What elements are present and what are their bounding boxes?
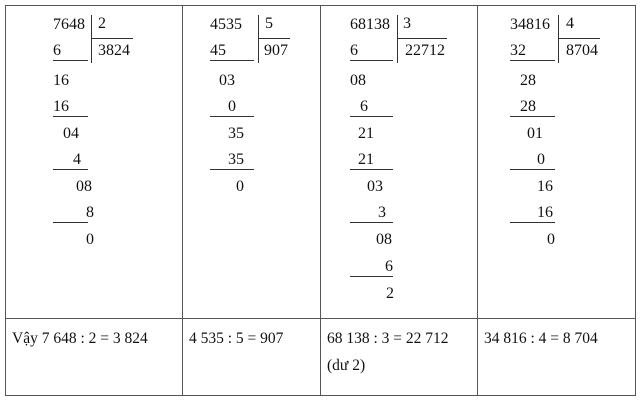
division-bar-vertical bbox=[91, 15, 92, 63]
subtraction-line bbox=[510, 169, 555, 170]
division-result: Vậy 7 648 : 2 = 3 824 bbox=[12, 330, 148, 347]
division-step: 16 bbox=[53, 98, 69, 115]
division-result: 68 138 : 3 = 22 712 bbox=[327, 330, 449, 347]
subtraction-line bbox=[350, 60, 393, 61]
subtraction-line bbox=[210, 169, 254, 170]
division-step: 6 bbox=[385, 258, 393, 275]
subtraction-line bbox=[510, 60, 555, 61]
subtraction-line bbox=[53, 222, 88, 223]
divisor: 3 bbox=[403, 15, 411, 32]
column-divider bbox=[477, 5, 478, 396]
division-bar-horizontal bbox=[397, 38, 447, 39]
subtraction-line bbox=[53, 169, 88, 170]
table-border-left bbox=[5, 5, 6, 396]
division-step: 0 bbox=[537, 151, 545, 168]
division-step: 21 bbox=[358, 125, 374, 142]
table-border-right bbox=[635, 5, 636, 396]
division-step: 16 bbox=[537, 178, 553, 195]
subtraction-line bbox=[510, 116, 555, 117]
division-step: 21 bbox=[358, 151, 374, 168]
division-result: 34 816 : 4 = 8 704 bbox=[484, 330, 598, 347]
divisor: 5 bbox=[265, 15, 273, 32]
division-step: 03 bbox=[219, 72, 235, 89]
subtraction-line bbox=[53, 116, 88, 117]
division-step: 6 bbox=[53, 42, 61, 59]
division-step: 0 bbox=[547, 231, 555, 248]
subtraction-line bbox=[53, 60, 88, 61]
dividend: 7648 bbox=[53, 16, 85, 33]
division-step: 08 bbox=[350, 72, 366, 89]
division-step: 32 bbox=[510, 42, 526, 59]
division-step: 8 bbox=[86, 204, 94, 221]
division-step: 01 bbox=[527, 125, 543, 142]
dividend: 68138 bbox=[350, 16, 390, 33]
division-step: 2 bbox=[386, 285, 394, 302]
subtraction-line bbox=[350, 276, 393, 277]
subtraction-line bbox=[350, 116, 393, 117]
division-step: 0 bbox=[228, 98, 236, 115]
quotient: 3824 bbox=[98, 42, 130, 59]
subtraction-line bbox=[350, 222, 393, 223]
division-step: 45 bbox=[210, 42, 226, 59]
divisor: 2 bbox=[98, 15, 106, 32]
division-step: 28 bbox=[520, 72, 536, 89]
division-step: 0 bbox=[236, 178, 244, 195]
division-bar-horizontal bbox=[558, 38, 600, 39]
division-step: 16 bbox=[537, 204, 553, 221]
division-step: 35 bbox=[228, 125, 244, 142]
column-divider bbox=[182, 5, 183, 396]
division-bar-vertical bbox=[397, 15, 398, 63]
division-bar-horizontal bbox=[91, 38, 133, 39]
division-step: 03 bbox=[367, 178, 383, 195]
quotient: 8704 bbox=[566, 42, 598, 59]
division-step: 35 bbox=[228, 151, 244, 168]
subtraction-line bbox=[350, 169, 393, 170]
division-bar-vertical bbox=[558, 15, 559, 63]
division-step: 4 bbox=[73, 151, 81, 168]
dividend: 34816 bbox=[510, 16, 550, 33]
divisor: 4 bbox=[566, 15, 574, 32]
division-step: 08 bbox=[376, 231, 392, 248]
subtraction-line bbox=[510, 222, 555, 223]
division-step: 08 bbox=[76, 178, 92, 195]
column-divider bbox=[320, 5, 321, 396]
subtraction-line bbox=[210, 116, 254, 117]
division-step: 6 bbox=[360, 98, 368, 115]
division-step: 28 bbox=[520, 98, 536, 115]
division-step: 16 bbox=[53, 72, 69, 89]
division-step: 04 bbox=[63, 125, 79, 142]
division-bar-vertical bbox=[258, 15, 259, 63]
division-step: 6 bbox=[350, 42, 358, 59]
subtraction-line bbox=[210, 60, 254, 61]
division-step: 3 bbox=[378, 204, 386, 221]
division-step: 0 bbox=[86, 231, 94, 248]
quotient: 22712 bbox=[405, 42, 445, 59]
quotient: 907 bbox=[264, 42, 288, 59]
division-bar-horizontal bbox=[258, 38, 290, 39]
division-result: 4 535 : 5 = 907 bbox=[189, 330, 284, 347]
division-result: (dư 2) bbox=[327, 357, 366, 374]
dividend: 4535 bbox=[210, 16, 242, 33]
